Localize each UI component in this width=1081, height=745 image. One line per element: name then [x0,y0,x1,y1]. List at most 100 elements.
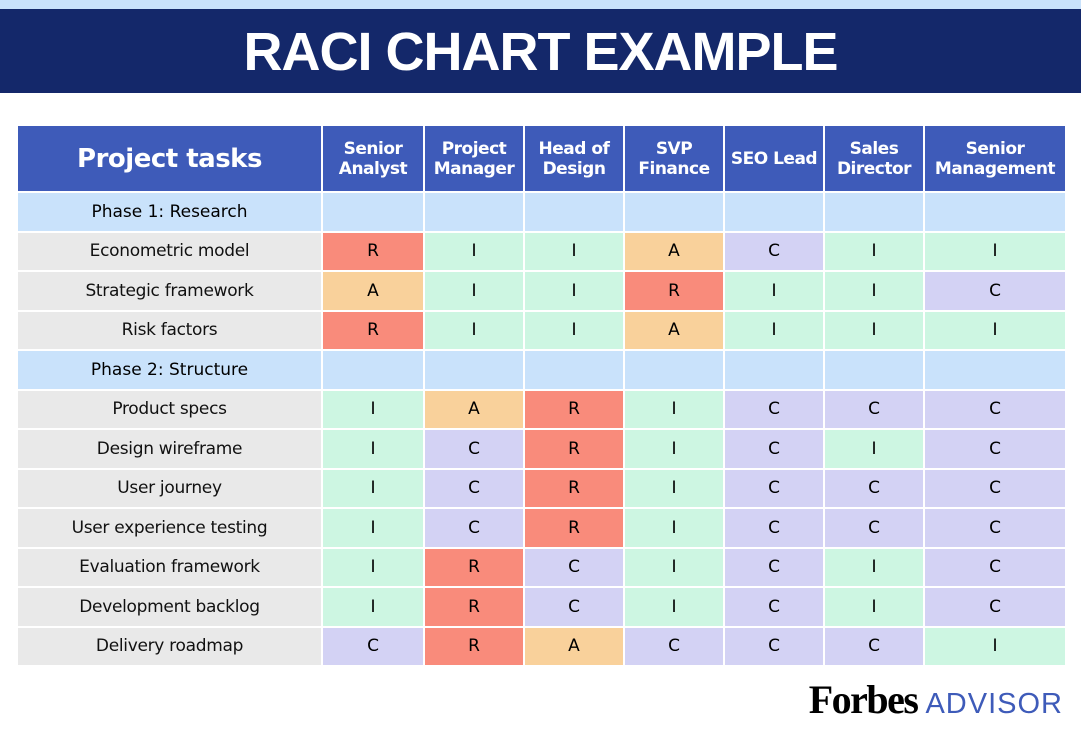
column-header: Sales Director [825,126,923,191]
column-header: SEO Lead [725,126,823,191]
phase-label: Phase 2: Structure [18,351,321,389]
task-row: Risk factors R I I A I I I [18,311,1065,349]
phase-cell [525,193,623,231]
raci-cell: A [525,627,623,665]
raci-cell: I [625,509,723,547]
phase-label: Phase 1: Research [18,193,321,231]
raci-cell: R [525,390,623,428]
raci-cell: I [625,469,723,507]
title: RACI CHART EXAMPLE [0,9,1081,93]
task-label: Design wireframe [18,430,321,468]
phase-cell [625,193,723,231]
column-header: Senior Analyst [323,126,423,191]
phase-cell [925,351,1065,389]
task-row: Product specs I A R I C C C [18,390,1065,428]
raci-cell: I [725,272,823,310]
raci-cell: I [525,272,623,310]
raci-cell: I [625,430,723,468]
raci-cell: I [323,548,423,586]
raci-cell: C [925,430,1065,468]
column-header: SVP Finance [625,126,723,191]
raci-cell: R [425,548,523,586]
raci-cell: A [425,390,523,428]
raci-cell: I [525,232,623,270]
raci-cell: C [825,627,923,665]
task-row: Design wireframe I C R I C I C [18,430,1065,468]
raci-cell: I [425,272,523,310]
phase-cell [825,193,923,231]
task-label: User journey [18,469,321,507]
phase-cell [525,351,623,389]
raci-cell: C [725,509,823,547]
raci-cell: I [825,232,923,270]
raci-cell: A [323,272,423,310]
raci-cell: I [825,430,923,468]
task-row: User experience testing I C R I C C C [18,509,1065,547]
phase-cell [925,193,1065,231]
raci-cell: C [925,509,1065,547]
raci-table: Project tasks Senior Analyst Project Manag… [16,124,1067,667]
raci-cell: R [323,311,423,349]
task-row: Strategic framework A I I R I I C [18,272,1065,310]
raci-cell: I [323,469,423,507]
header-row: Project tasks Senior Analyst Project Manag… [18,126,1065,191]
raci-cell: R [525,469,623,507]
footer-logo: Forbes ADVISOR [809,676,1063,723]
raci-cell: C [525,548,623,586]
raci-cell: C [925,548,1065,586]
raci-cell: A [625,232,723,270]
raci-cell: C [825,469,923,507]
raci-cell: I [425,311,523,349]
brand: Forbes [808,677,919,722]
raci-cell: C [925,390,1065,428]
raci-cell: I [925,232,1065,270]
raci-cell: C [925,588,1065,626]
raci-cell: C [925,469,1065,507]
phase-row: Phase 1: Research [18,193,1065,231]
raci-cell: I [425,232,523,270]
task-row: Evaluation framework I R C I C I C [18,548,1065,586]
phase-cell [725,193,823,231]
task-row: Development backlog I R C I C I C [18,588,1065,626]
raci-cell: R [323,232,423,270]
raci-cell: C [625,627,723,665]
raci-cell: I [725,311,823,349]
raci-cell: R [525,430,623,468]
task-label: Product specs [18,390,321,428]
raci-cell: C [725,469,823,507]
raci-cell: I [825,548,923,586]
phase-cell [425,351,523,389]
raci-cell: I [625,588,723,626]
raci-cell: C [725,430,823,468]
raci-cell: C [825,509,923,547]
phase-cell [625,351,723,389]
top-strip [0,0,1081,9]
raci-cell: I [323,509,423,547]
raci-cell: I [323,588,423,626]
raci-cell: C [725,627,823,665]
raci-cell: I [525,311,623,349]
raci-cell: I [825,272,923,310]
raci-cell: C [925,272,1065,310]
raci-cell: C [425,469,523,507]
product: ADVISOR [925,688,1063,720]
phase-cell [323,193,423,231]
task-row: Delivery roadmap C R A C C C I [18,627,1065,665]
raci-cell: I [323,430,423,468]
phase-cell [725,351,823,389]
raci-cell: R [525,509,623,547]
raci-cell: I [925,311,1065,349]
column-header: Head of Design [525,126,623,191]
raci-cell: C [725,548,823,586]
raci-cell: C [323,627,423,665]
task-label: Development backlog [18,588,321,626]
raci-cell: C [425,509,523,547]
phase-cell [825,351,923,389]
task-label: Evaluation framework [18,548,321,586]
task-row: Econometric model R I I A C I I [18,232,1065,270]
raci-cell: C [525,588,623,626]
column-header: Project tasks [18,126,321,191]
raci-cell: R [625,272,723,310]
raci-cell: R [425,627,523,665]
